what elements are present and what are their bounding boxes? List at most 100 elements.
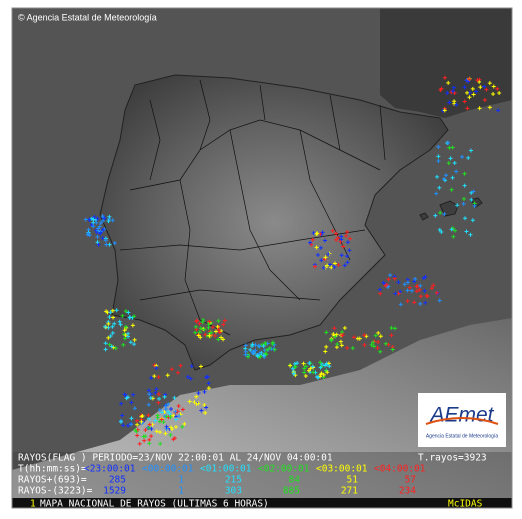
strike <box>147 422 152 427</box>
strike <box>484 87 489 92</box>
strike <box>303 364 308 369</box>
strike <box>466 155 471 160</box>
strike <box>386 342 391 347</box>
strike <box>132 342 137 347</box>
strike <box>123 336 128 341</box>
strike <box>386 277 391 282</box>
strike <box>383 341 388 346</box>
strike <box>412 300 417 305</box>
strike <box>108 310 113 315</box>
strike <box>328 262 333 267</box>
strike <box>339 253 344 258</box>
strike <box>469 190 474 195</box>
strike <box>392 276 397 281</box>
strike <box>128 340 133 345</box>
negative-count: 1529 <box>103 486 126 497</box>
strike <box>100 218 105 223</box>
footer-number: 1 <box>30 499 36 510</box>
strike <box>98 230 103 235</box>
strike <box>149 434 154 439</box>
strike <box>378 291 383 296</box>
strike <box>336 262 341 267</box>
strike <box>163 431 168 436</box>
strike <box>402 282 407 287</box>
strike <box>303 373 308 378</box>
strike <box>341 244 346 249</box>
strike <box>272 347 277 352</box>
logo-arc <box>425 417 499 425</box>
strike <box>243 343 248 348</box>
footer-bar <box>12 498 512 508</box>
strike <box>378 287 383 292</box>
strike <box>375 346 380 351</box>
strike <box>217 330 222 335</box>
strike <box>290 366 295 371</box>
strike <box>308 240 313 245</box>
strike <box>417 287 422 292</box>
strike <box>338 339 343 344</box>
strike <box>206 386 211 391</box>
positive-count: 285 <box>109 475 126 486</box>
strike <box>439 230 444 235</box>
strike <box>345 260 350 265</box>
strike <box>310 364 315 369</box>
strike <box>95 234 100 239</box>
strike <box>470 86 475 91</box>
strike <box>154 429 159 434</box>
strike <box>126 334 131 339</box>
strike <box>149 375 154 380</box>
time-range: <04:00:01 <box>374 464 426 475</box>
strike <box>256 343 261 348</box>
strike <box>436 159 441 164</box>
strike <box>131 392 136 397</box>
strike <box>467 95 472 100</box>
negative-count: 303 <box>225 486 242 497</box>
strike <box>107 342 112 347</box>
strike <box>448 156 453 161</box>
strike <box>330 228 335 233</box>
strike <box>107 214 112 219</box>
strike <box>89 216 94 221</box>
strike <box>147 392 152 397</box>
strike <box>243 346 248 351</box>
strike <box>110 218 115 223</box>
footer-system: McIDAS <box>448 499 483 510</box>
strike <box>462 183 467 188</box>
strike <box>454 169 459 174</box>
strike <box>178 363 183 368</box>
strike <box>442 75 447 80</box>
strike <box>362 333 367 338</box>
strike <box>405 280 410 285</box>
strike <box>390 347 395 352</box>
strike <box>292 361 297 366</box>
strike <box>405 288 410 293</box>
strike <box>147 441 152 446</box>
strike <box>221 322 226 327</box>
strike <box>477 106 482 111</box>
strike <box>135 433 140 438</box>
strike <box>451 234 456 239</box>
strike <box>418 283 423 288</box>
strike <box>389 333 394 338</box>
strike <box>129 400 134 405</box>
iberian-peninsula <box>99 74 449 371</box>
strike <box>206 381 211 386</box>
strike <box>112 321 117 326</box>
strike <box>369 342 374 347</box>
strike <box>126 310 131 315</box>
strike <box>153 418 158 423</box>
strike <box>295 361 300 366</box>
strike <box>452 160 457 165</box>
strike <box>96 228 101 233</box>
strike <box>497 91 502 96</box>
strike <box>301 361 306 366</box>
strike <box>168 414 173 419</box>
strike <box>172 436 177 441</box>
strike <box>437 227 442 232</box>
strike <box>324 330 329 335</box>
strike <box>198 326 203 331</box>
legend-total: T.rayos=3923 <box>418 453 487 464</box>
strike <box>129 416 134 421</box>
strike <box>463 216 468 221</box>
